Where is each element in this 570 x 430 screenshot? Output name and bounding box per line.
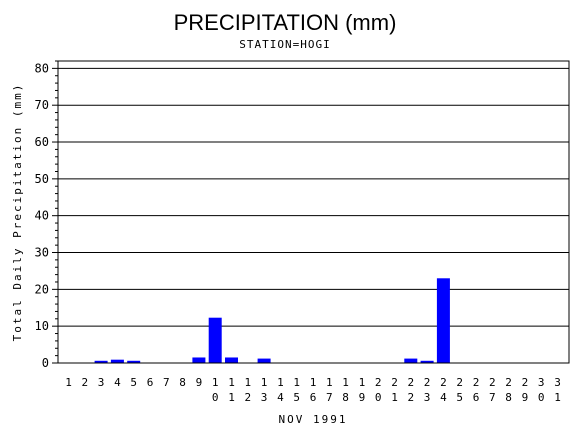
grid-lines [58, 67, 569, 364]
bar-day-5 [127, 360, 141, 363]
bar-day-24 [436, 278, 450, 363]
x-tick-label: 2 [489, 376, 496, 389]
x-tick-label: 1 [212, 376, 219, 389]
x-tick-label: 1 [391, 391, 398, 404]
x-tick-label: 2 [456, 376, 463, 389]
x-tick-label: 5 [293, 391, 300, 404]
x-tick-label: 2 [81, 376, 88, 389]
x-tick-label: 1 [554, 391, 561, 404]
x-tick-label: 1 [326, 376, 333, 389]
x-tick-label: 2 [391, 376, 398, 389]
x-tick-label: 2 [505, 376, 512, 389]
x-tick-label: 8 [505, 391, 512, 404]
x-tick-label: 9 [196, 376, 203, 389]
x-tick-label: 3 [538, 376, 545, 389]
x-tick-label: 3 [424, 391, 431, 404]
x-axis-label: NOV 1991 [279, 413, 348, 426]
y-axis: 0 10 20 30 40 50 60 70 80 [35, 60, 58, 370]
x-tick-label: 0 [375, 391, 382, 404]
x-tick-label: 7 [163, 376, 170, 389]
x-tick-label: 4 [277, 391, 284, 404]
x-tick-label: 3 [554, 376, 561, 389]
x-tick-label: 2 [424, 376, 431, 389]
bar-day-4 [110, 359, 124, 363]
x-tick-label: 5 [456, 391, 463, 404]
x-tick-label: 9 [522, 391, 529, 404]
bar-day-3 [94, 360, 108, 363]
x-axis: 1 2 3 4 5 6 7 8 9 1011121314151617181920212223242… [65, 376, 561, 404]
chart-subtitle: STATION=HOGI [239, 38, 330, 51]
x-tick-label: 8 [179, 376, 186, 389]
x-tick-label: 9 [359, 391, 366, 404]
x-tick-label: 2 [407, 391, 414, 404]
x-tick-label: 1 [244, 376, 251, 389]
x-tick-label: 1 [359, 376, 366, 389]
x-tick-label: 2 [375, 376, 382, 389]
x-tick-label: 1 [261, 376, 268, 389]
y-tick-label: 80 [35, 61, 49, 75]
x-tick-label: 6 [310, 391, 317, 404]
x-tick-label: 1 [228, 391, 235, 404]
chart-title: PRECIPITATION (mm) [174, 10, 397, 35]
y-axis-label: Total Daily Precipitation (mm) [11, 83, 24, 342]
bar-day-9 [192, 357, 206, 363]
plot-frame [57, 60, 570, 364]
y-tick-label: 40 [35, 209, 49, 223]
x-tick-label: 8 [342, 391, 349, 404]
x-tick-label: 1 [342, 376, 349, 389]
bars [94, 278, 450, 363]
bar-day-23 [420, 360, 434, 363]
x-tick-label: 6 [147, 376, 154, 389]
y-tick-label: 70 [35, 98, 49, 112]
x-tick-label: 4 [114, 376, 121, 389]
x-tick-label: 3 [98, 376, 105, 389]
bar-day-10 [208, 317, 222, 363]
x-tick-label: 2 [473, 376, 480, 389]
bar-day-13 [257, 358, 271, 363]
bar-day-22 [404, 358, 418, 363]
x-tick-label: 0 [212, 391, 219, 404]
x-tick-label: 1 [310, 376, 317, 389]
x-tick-label: 7 [489, 391, 496, 404]
x-tick-label: 2 [440, 376, 447, 389]
x-tick-label: 4 [440, 391, 447, 404]
x-tick-label: 2 [522, 376, 529, 389]
x-tick-label: 7 [326, 391, 333, 404]
x-tick-label: 1 [277, 376, 284, 389]
y-tick-label: 30 [35, 246, 49, 260]
y-tick-label: 20 [35, 282, 49, 296]
bar-day-11 [225, 357, 238, 363]
y-tick-label: 60 [35, 135, 49, 149]
x-tick-label: 2 [244, 391, 251, 404]
x-tick-label: 3 [261, 391, 268, 404]
x-tick-label: 0 [538, 391, 545, 404]
y-tick-label: 50 [35, 172, 49, 186]
x-tick-label: 5 [130, 376, 137, 389]
y-tick-label: 10 [35, 319, 49, 333]
x-tick-label: 1 [65, 376, 72, 389]
x-tick-label: 2 [407, 376, 414, 389]
y-tick-label: 0 [42, 356, 49, 370]
x-tick-label: 1 [293, 376, 300, 389]
x-tick-label: 6 [473, 391, 480, 404]
x-tick-label: 1 [228, 376, 235, 389]
